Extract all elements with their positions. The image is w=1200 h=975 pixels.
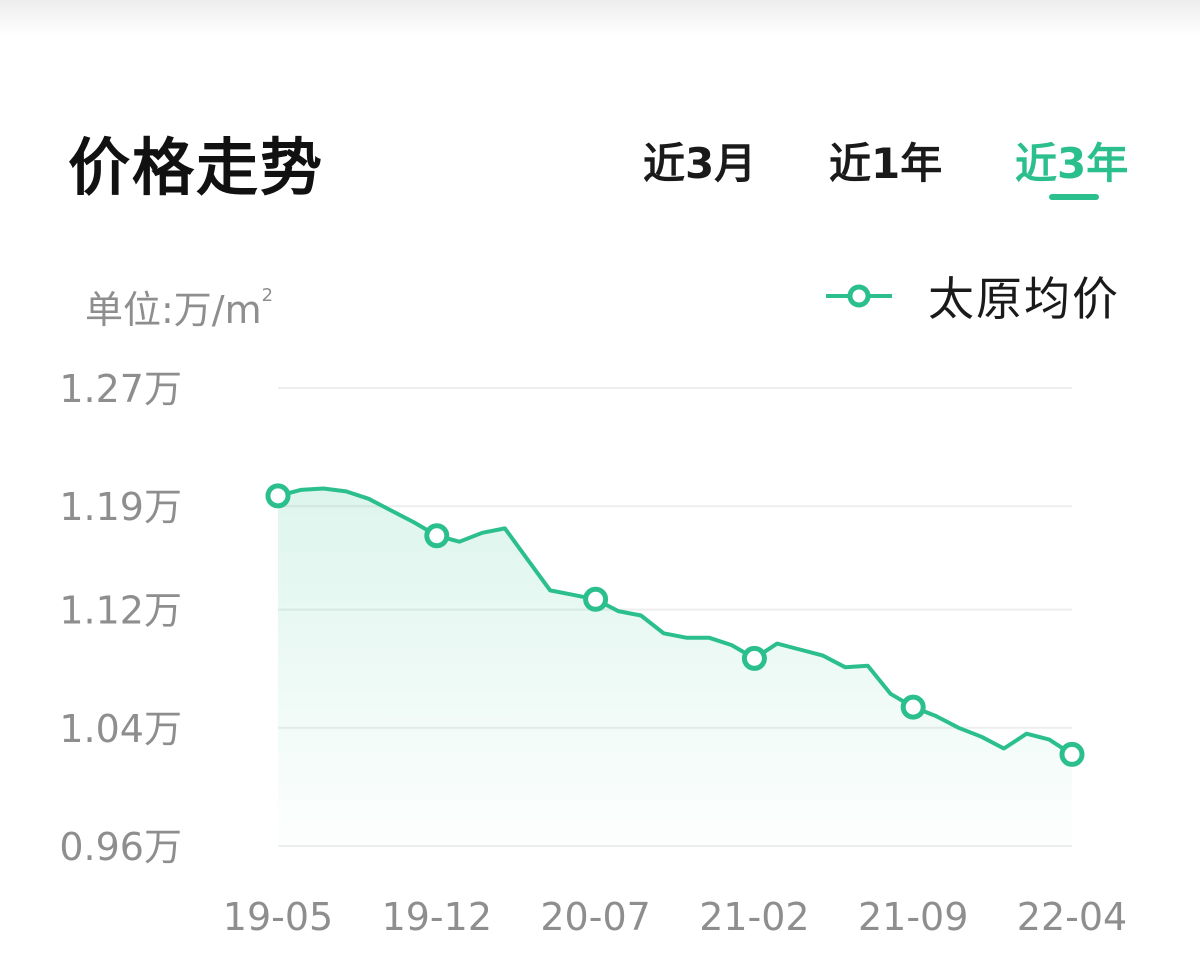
data-point-marker — [583, 586, 609, 612]
series-line — [276, 486, 1074, 757]
chart-legend: 太原均价 — [826, 266, 1120, 326]
unit-superscript: 2 — [261, 285, 274, 306]
y-tick-label: 1.19万 — [59, 485, 182, 529]
tab-1-year[interactable]: 近1年 — [829, 139, 943, 188]
y-tick-label: 1.27万 — [59, 367, 182, 411]
data-point-marker — [1059, 741, 1085, 767]
data-point-marker — [265, 483, 291, 509]
x-tick-label: 20-07 — [540, 895, 650, 939]
y-tick-label: 1.12万 — [59, 589, 182, 633]
x-tick-label: 22-04 — [1017, 895, 1127, 939]
series-area — [278, 488, 1072, 846]
unit-text: 单位:万/m — [85, 288, 262, 332]
legend-line-marker-icon — [826, 284, 892, 308]
data-point-marker — [424, 523, 450, 549]
tab-3-years[interactable]: 近3年 — [1015, 139, 1129, 188]
y-tick-label: 0.96万 — [59, 825, 182, 869]
unit-label: 单位:万/m2 — [85, 270, 273, 336]
active-tab-indicator — [1049, 194, 1099, 200]
y-tick-label: 1.04万 — [59, 707, 182, 751]
data-point-marker — [900, 694, 926, 720]
page-title: 价格走势 — [68, 131, 325, 204]
top-shade — [0, 0, 1200, 36]
x-tick-label: 19-12 — [382, 895, 492, 939]
legend-label: 太原均价 — [928, 272, 1120, 326]
data-point-marker — [741, 645, 767, 671]
tab-3-months[interactable]: 近3月 — [643, 139, 757, 188]
x-tick-label: 21-02 — [699, 895, 809, 939]
x-tick-label: 19-05 — [223, 895, 333, 939]
x-tick-label: 21-09 — [858, 895, 968, 939]
